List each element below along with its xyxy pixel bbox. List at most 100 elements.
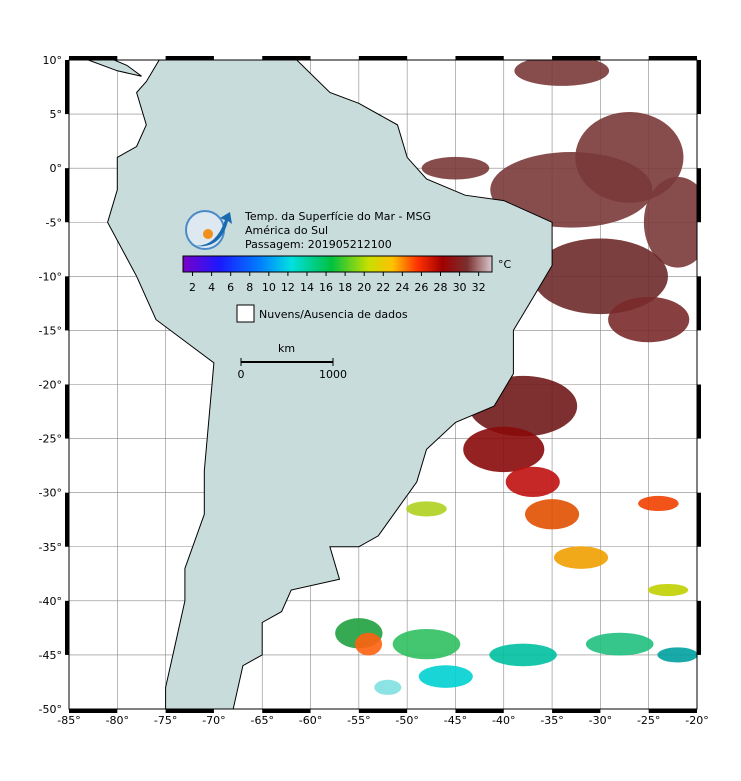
colorbar-tick-label: 2 [189,281,196,294]
frame-strip [65,600,69,655]
sst-patch [421,156,490,180]
colorbar-tick-label: 20 [357,281,371,294]
frame-strip [552,709,601,713]
sst-patch [374,679,402,695]
x-tick-label: -45° [444,714,467,727]
logo-arrow [190,212,232,247]
sst-patch [608,296,690,343]
sst-patch [554,546,609,569]
y-tick-label: -5° [46,216,62,229]
sst-patch [489,643,557,667]
frame-strip [69,56,118,60]
sst-patch [514,60,610,86]
central-america [86,60,142,77]
frame-strip [697,384,701,439]
sst-patch [575,111,684,203]
frame-strip [262,56,311,60]
frame-strip [69,709,118,713]
sst-patch [392,628,461,660]
frame-strip [697,60,701,115]
frame-strip [65,276,69,331]
colorbar-tick-label: 32 [472,281,486,294]
colorbar-tick-label: 24 [395,281,409,294]
y-tick-label: 5° [50,108,63,121]
colorbar [182,255,493,273]
legend-pass: Passagem: 201905212100 [245,238,392,251]
colorbar-tick-label: 14 [300,281,314,294]
sst-patch [463,426,545,473]
colorbar-tick-label: 6 [227,281,234,294]
x-tick-label: -30° [589,714,612,727]
x-tick-label: -55° [347,714,370,727]
legend-region: América do Sul [245,224,328,237]
colorbar-tick-label: 8 [246,281,253,294]
scale-label: 0 [238,368,245,381]
frame-strip [358,709,408,713]
sst-patch [505,466,560,497]
x-tick-label: -50° [395,714,418,727]
colorbar-tick-label: 12 [281,281,295,294]
frame-strip [65,384,69,439]
frame [65,56,701,713]
colorbar-tick-label: 18 [338,281,352,294]
y-tick-label: -45° [39,649,62,662]
logo-dot [203,229,213,239]
x-tick-label: -20° [685,714,708,727]
colorbar-unit: °C [498,258,512,271]
x-tick-label: -40° [492,714,515,727]
y-tick-label: -30° [39,487,62,500]
sst-patch [532,238,669,315]
x-tick-label: -70° [202,714,225,727]
cloud-label: Nuvens/Ausencia de dados [259,308,408,321]
cloud-swatch [236,304,255,323]
colorbar-tick-label: 28 [434,281,448,294]
frame-strip [455,709,504,713]
y-tick-label: -35° [39,541,62,554]
colorbar-ticks: 2 4 6 8 10 12 14 16 18 20 22 24 26 28 30 32 [189,272,486,294]
x-tick-label: -80° [106,714,129,727]
scale-unit: km [278,342,295,355]
frame-strip [65,168,69,223]
sst-patch [585,632,654,656]
sst-patch [638,495,679,512]
x-tick-label: -85° [57,714,80,727]
colorbar-tick-label: 16 [319,281,333,294]
frame-strip [65,60,69,115]
x-tick-label: -65° [250,714,273,727]
frame-strip [455,56,504,60]
y-tick-label: 10° [43,54,63,67]
colorbar-tick-label: 4 [208,281,215,294]
frame-strip [165,56,214,60]
colorbar-tick-label: 22 [376,281,390,294]
frame-strip [65,492,69,547]
x-tick-label: -35° [540,714,563,727]
sst-patch [418,665,473,688]
sst-patch [354,632,383,656]
legend: Temp. da Superfície do Mar - MSG América… [182,210,512,381]
frame-strip [648,709,697,713]
colorbar-tick-label: 26 [414,281,428,294]
x-tick-label: -75° [154,714,177,727]
frame-strip [552,56,601,60]
y-tick-label: -10° [39,270,62,283]
scale-label: 1000 [319,368,347,381]
frame-strip [165,709,214,713]
x-tick-label: -60° [299,714,322,727]
sst-patch [525,499,580,530]
sst-field [335,60,697,695]
sst-patch [406,501,447,517]
colorbar-tick-label: 30 [453,281,467,294]
x-tick-label: -25° [637,714,660,727]
frame-strip [358,56,408,60]
frame-strip [697,600,701,655]
y-tick-label: -50° [39,703,62,716]
sst-patch [657,647,697,663]
sst-patch [643,176,697,268]
colorbar-tick-label: 10 [262,281,276,294]
frame-strip [697,492,701,547]
frame-strip [697,168,701,223]
frame-strip [697,276,701,331]
frame-strip [648,56,697,60]
frame-strip [262,709,311,713]
y-tick-label: -15° [39,324,62,337]
